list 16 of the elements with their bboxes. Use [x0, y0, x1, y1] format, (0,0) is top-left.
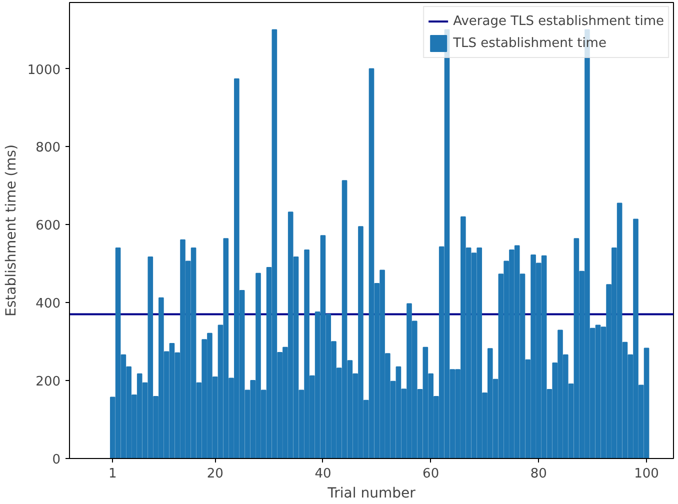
legend-label: TLS establishment time: [453, 36, 606, 50]
y-tick-label: 600: [36, 218, 61, 234]
y-tick-label: 1000: [27, 62, 61, 78]
x-tick-label: 100: [634, 466, 659, 482]
x-tick-label: 40: [314, 466, 332, 482]
x-tick-label: 20: [206, 466, 224, 482]
legend-label: Average TLS establishment time: [453, 14, 664, 28]
y-tick-label: 800: [36, 140, 61, 156]
y-tick-label: 0: [52, 452, 61, 468]
y-axis-title: Establishment time (ms): [3, 144, 20, 317]
x-axis-title: Trial number: [326, 486, 416, 502]
x-tick-label: 80: [530, 466, 547, 482]
y-tick-label: 400: [36, 296, 61, 312]
x-tick-label: 60: [422, 466, 440, 482]
x-tick-label: 1: [108, 466, 117, 482]
y-tick-label: 200: [36, 374, 61, 390]
